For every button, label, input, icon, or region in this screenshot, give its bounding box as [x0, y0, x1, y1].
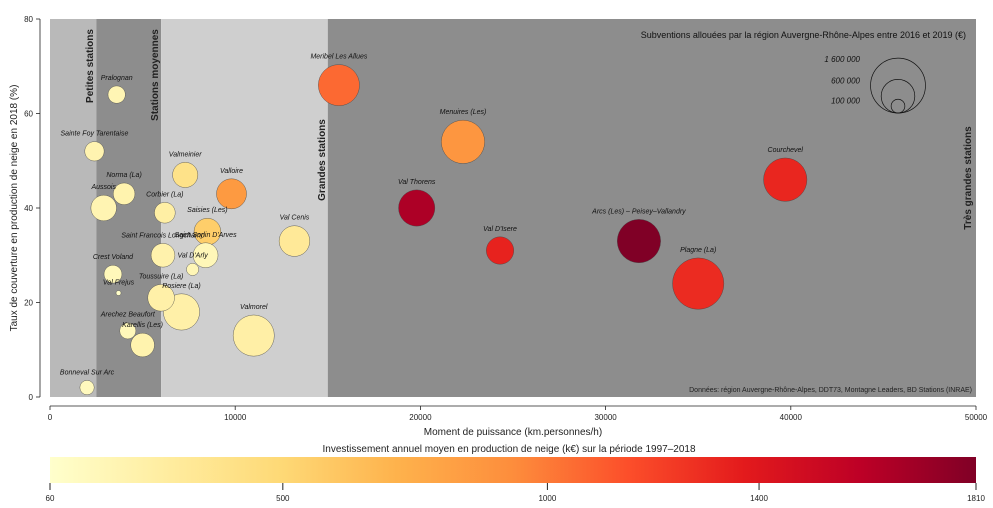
- bubble-valloire: [216, 178, 247, 210]
- size-legend: Subventions allouées par la région Auver…: [641, 30, 966, 114]
- bubble-label-valmeinier: Valmeinier: [169, 151, 202, 158]
- x-tick-label: 50000: [965, 413, 988, 422]
- bubble-bonneval-sur-arc: [79, 380, 95, 395]
- bubble-label-sainte-foy-tarentaise: Sainte Foy Tarentaise: [61, 131, 129, 138]
- zone-label-grandes: Grandes stations: [317, 119, 328, 201]
- colorbar-tick-label: 500: [276, 494, 290, 503]
- bubble-toussuire-la: [147, 284, 175, 312]
- size-legend-label-2: 100 000: [831, 96, 860, 105]
- x-tick-label: 30000: [594, 413, 617, 422]
- bubble-meribel-les-allues: [318, 64, 360, 106]
- bubble-menuires-les: [441, 119, 485, 164]
- bubble-label-bonneval-sur-arc: Bonneval Sur Arc: [60, 369, 115, 376]
- bubble-label-toussuire-la: Toussuire (La): [139, 273, 184, 280]
- y-tick-label: 40: [24, 204, 33, 213]
- zone-label-tres-grandes-stations: Très grandes stations: [963, 126, 974, 230]
- bubble-plagne-la: [672, 257, 725, 310]
- colorbar-tick-label: 1400: [750, 494, 768, 503]
- x-tick-label: 0: [48, 413, 53, 422]
- source-note: Données: région Auvergne-Rhône-Alpes, DD…: [689, 387, 972, 394]
- zone-tres-grandes-stations: [327, 19, 976, 397]
- bubble-val-d-arly: [186, 263, 199, 276]
- bubble-val-d-isere: [486, 236, 514, 265]
- size-legend-label-0: 1 600 000: [824, 55, 860, 64]
- colorbar-ticks: 60 500 1000 1400 1810: [46, 483, 985, 503]
- bubble-label-karellis-les: Karellis (Les): [122, 322, 163, 329]
- colorbar-tick-label: 60: [46, 494, 55, 503]
- colorbar-tick-label: 1810: [967, 494, 985, 503]
- bubble-label-pralognan: Pralognan: [101, 75, 133, 82]
- y-tick-label: 80: [24, 15, 33, 24]
- zone-label-petites-stations: Petites stations: [85, 29, 96, 103]
- x-axis-title: Moment de puissance (km.personnes/h): [424, 427, 602, 438]
- bubble-saint-sorlin-d-arves: [192, 242, 219, 268]
- bubble-pralognan: [107, 85, 126, 104]
- bubble-label-menuires-les: Menuires (Les): [440, 109, 487, 116]
- size-legend-circle-2: [890, 98, 906, 114]
- bubble-label-arechez-beaufort: Arechez Beaufort: [100, 312, 156, 319]
- zone-label-moyennes: Stations moyennes: [150, 29, 161, 121]
- zone-petites-stations: [50, 19, 97, 397]
- zone-label-stations-moyennes: Stations moyennes: [150, 29, 161, 121]
- station-zones: [50, 19, 976, 397]
- bubble-sainte-foy-tarentaise: [84, 141, 105, 162]
- bubble-arcs-les-peisey-vallandry: [617, 219, 661, 263]
- bubble-label-val-thorens: Val Thorens: [398, 179, 436, 186]
- size-legend-title: Subventions allouées par la région Auver…: [641, 30, 966, 40]
- bubble-arechez-beaufort: [119, 322, 137, 340]
- bubble-saint-francois-longchamp: [150, 243, 176, 268]
- bubbles: [79, 64, 808, 395]
- bubble-aussois: [90, 194, 117, 222]
- color-legend: Investissement annuel moyen en productio…: [46, 444, 986, 503]
- bubble-label-val-d-isere: Val D'Isere: [483, 226, 517, 233]
- zone-label-tres-grandes: Très grandes stations: [963, 126, 974, 230]
- bubble-val-thorens: [398, 189, 436, 227]
- bubble-label-rosiere-la: Rosiere (La): [162, 283, 201, 290]
- bubble-val-cenis: [278, 225, 311, 257]
- x-ticks: 0 10000 20000 30000 40000 50000: [48, 406, 988, 422]
- bubble-label-norma-la: Norma (La): [106, 172, 141, 179]
- zone-label-petites: Petites stations: [85, 29, 96, 103]
- bubble-label-saint-francois-longchamp: Saint Francois Longchamp: [121, 232, 204, 239]
- bubble-courchevel: [763, 157, 808, 202]
- colorbar-tick-label: 1000: [538, 494, 556, 503]
- x-tick-label: 40000: [780, 413, 803, 422]
- y-tick-label: 20: [24, 299, 33, 308]
- bubble-corbier-la: [154, 202, 176, 224]
- y-tick-label: 0: [29, 393, 34, 402]
- bubble-label-plagne-la: Plagne (La): [680, 247, 716, 254]
- bubble-crest-voland: [103, 265, 123, 284]
- size-legend-label-1: 600 000: [831, 76, 860, 85]
- bubble-label-val-d-arly: Val D'Arly: [177, 252, 208, 259]
- y-axis-title: Taux de couverture en production de neig…: [9, 85, 20, 332]
- bubble-label-corbier-la: Corbier (La): [146, 191, 183, 198]
- x-tick-label: 20000: [409, 413, 432, 422]
- x-tick-label: 10000: [224, 413, 247, 422]
- bubble-labels: Pralognan Sainte Foy Tarentaise Aussois Nor…: [60, 54, 803, 377]
- bubble-val-frejus: [115, 290, 122, 296]
- bubble-norma-la: [113, 182, 136, 205]
- y-ticks: 0 20 40 60 80: [24, 15, 40, 402]
- bubble-label-val-frejus: Val Frejus: [103, 280, 135, 287]
- colorbar: [50, 457, 976, 483]
- zone-label-grandes-stations: Grandes stations: [317, 119, 328, 201]
- bubble-label-aussois: Aussois: [90, 184, 116, 191]
- bubble-label-saisies-les: Saisies (Les): [187, 207, 227, 214]
- bubble-label-valmorel: Valmorel: [240, 304, 268, 311]
- bubble-label-valloire: Valloire: [220, 168, 243, 175]
- bubble-label-val-cenis: Val Cenis: [280, 215, 310, 222]
- bubble-label-saint-sorlin-d-arves: Saint Sorlin D'Arves: [175, 232, 238, 239]
- size-legend-circles: 1 600 000 600 000 100 000: [824, 55, 926, 114]
- axes: 0 10000 20000 30000 40000 50000 0 20 40 60 80 Mom…: [9, 15, 988, 438]
- bubble-valmorel: [232, 314, 275, 357]
- bubble-valmeinier: [172, 162, 199, 188]
- colorbar-title: Investissement annuel moyen en productio…: [322, 444, 695, 455]
- bubble-label-arcs-les-peisey-vallandry: Arcs (Les) – Peisey–Vallandry: [591, 208, 686, 215]
- bubble-karellis-les: [130, 332, 155, 358]
- bubble-label-meribel-les-allues: Meribel Les Allues: [310, 54, 367, 61]
- bubble-label-crest-voland: Crest Voland: [93, 254, 134, 261]
- bubble-label-courchevel: Courchevel: [768, 147, 804, 154]
- y-tick-label: 60: [24, 110, 33, 119]
